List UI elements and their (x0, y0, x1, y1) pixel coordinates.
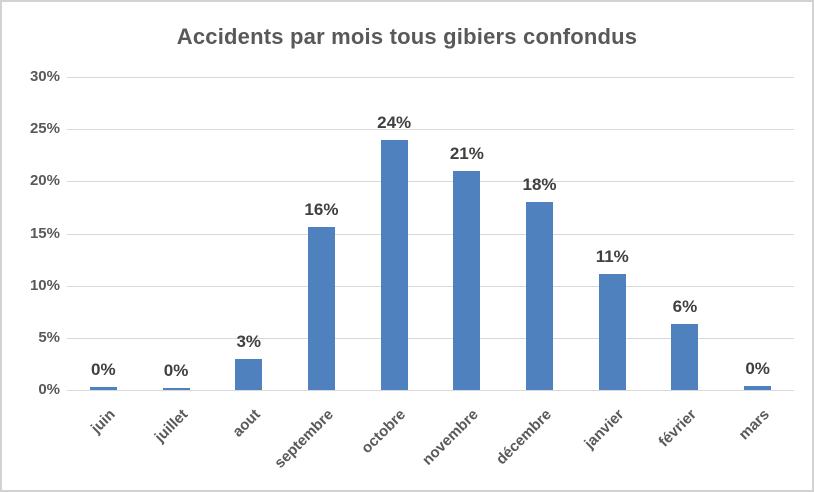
gridline (67, 285, 794, 287)
plot-area: 0% 0% 3% 16% 24% 21% 18% 11% 6% 0% (67, 77, 794, 391)
y-tick-label: 0% (38, 381, 60, 398)
gridline (67, 77, 794, 78)
x-category-label: septembre (270, 406, 337, 472)
bar-juillet (162, 387, 190, 390)
bar-value-label: 3% (236, 331, 262, 351)
bar-septembre (307, 227, 335, 390)
bar-value-label: 21% (449, 143, 484, 163)
y-tick-label: 20% (29, 172, 60, 190)
bar-aout (235, 358, 263, 390)
bar-novembre (453, 170, 481, 390)
bar-décembre (526, 202, 554, 390)
bar-janvier (598, 274, 626, 390)
gridline (67, 390, 794, 391)
x-category-label: juillet (151, 406, 192, 446)
bar-value-label: 24% (377, 112, 412, 132)
x-category-label: novembre (419, 406, 482, 469)
y-tick-label: 10% (29, 276, 60, 294)
x-category-label: janvier (581, 406, 628, 453)
bar-value-label: 6% (672, 297, 698, 317)
bar-value-label: 11% (595, 247, 629, 267)
bar-value-label: 16% (304, 200, 339, 220)
y-tick-label: 30% (29, 68, 60, 85)
x-category-label: aout (229, 406, 264, 441)
bar-value-label: 0% (91, 359, 116, 379)
x-category-label: décembre (492, 406, 555, 469)
x-category-label: février (655, 406, 700, 451)
chart-title: Accidents par mois tous gibiers confondu… (176, 24, 638, 49)
bar-mars (744, 385, 772, 390)
x-category-label: juin (87, 406, 119, 437)
bar-juin (89, 386, 117, 390)
y-tick-label: 25% (29, 120, 60, 138)
x-category-label: mars (735, 406, 773, 444)
bar-octobre (380, 139, 408, 390)
y-tick-label: 5% (38, 328, 60, 346)
bar-value-label: 0% (745, 358, 770, 378)
gridline (67, 233, 794, 235)
gridline (67, 181, 794, 183)
bar-value-label: 0% (163, 360, 189, 380)
y-tick-label: 15% (29, 224, 60, 242)
bar-février (671, 324, 699, 390)
x-category-label: octobre (358, 406, 410, 457)
gridline (67, 129, 794, 131)
bar-value-label: 18% (522, 175, 557, 195)
gridline (67, 337, 794, 339)
